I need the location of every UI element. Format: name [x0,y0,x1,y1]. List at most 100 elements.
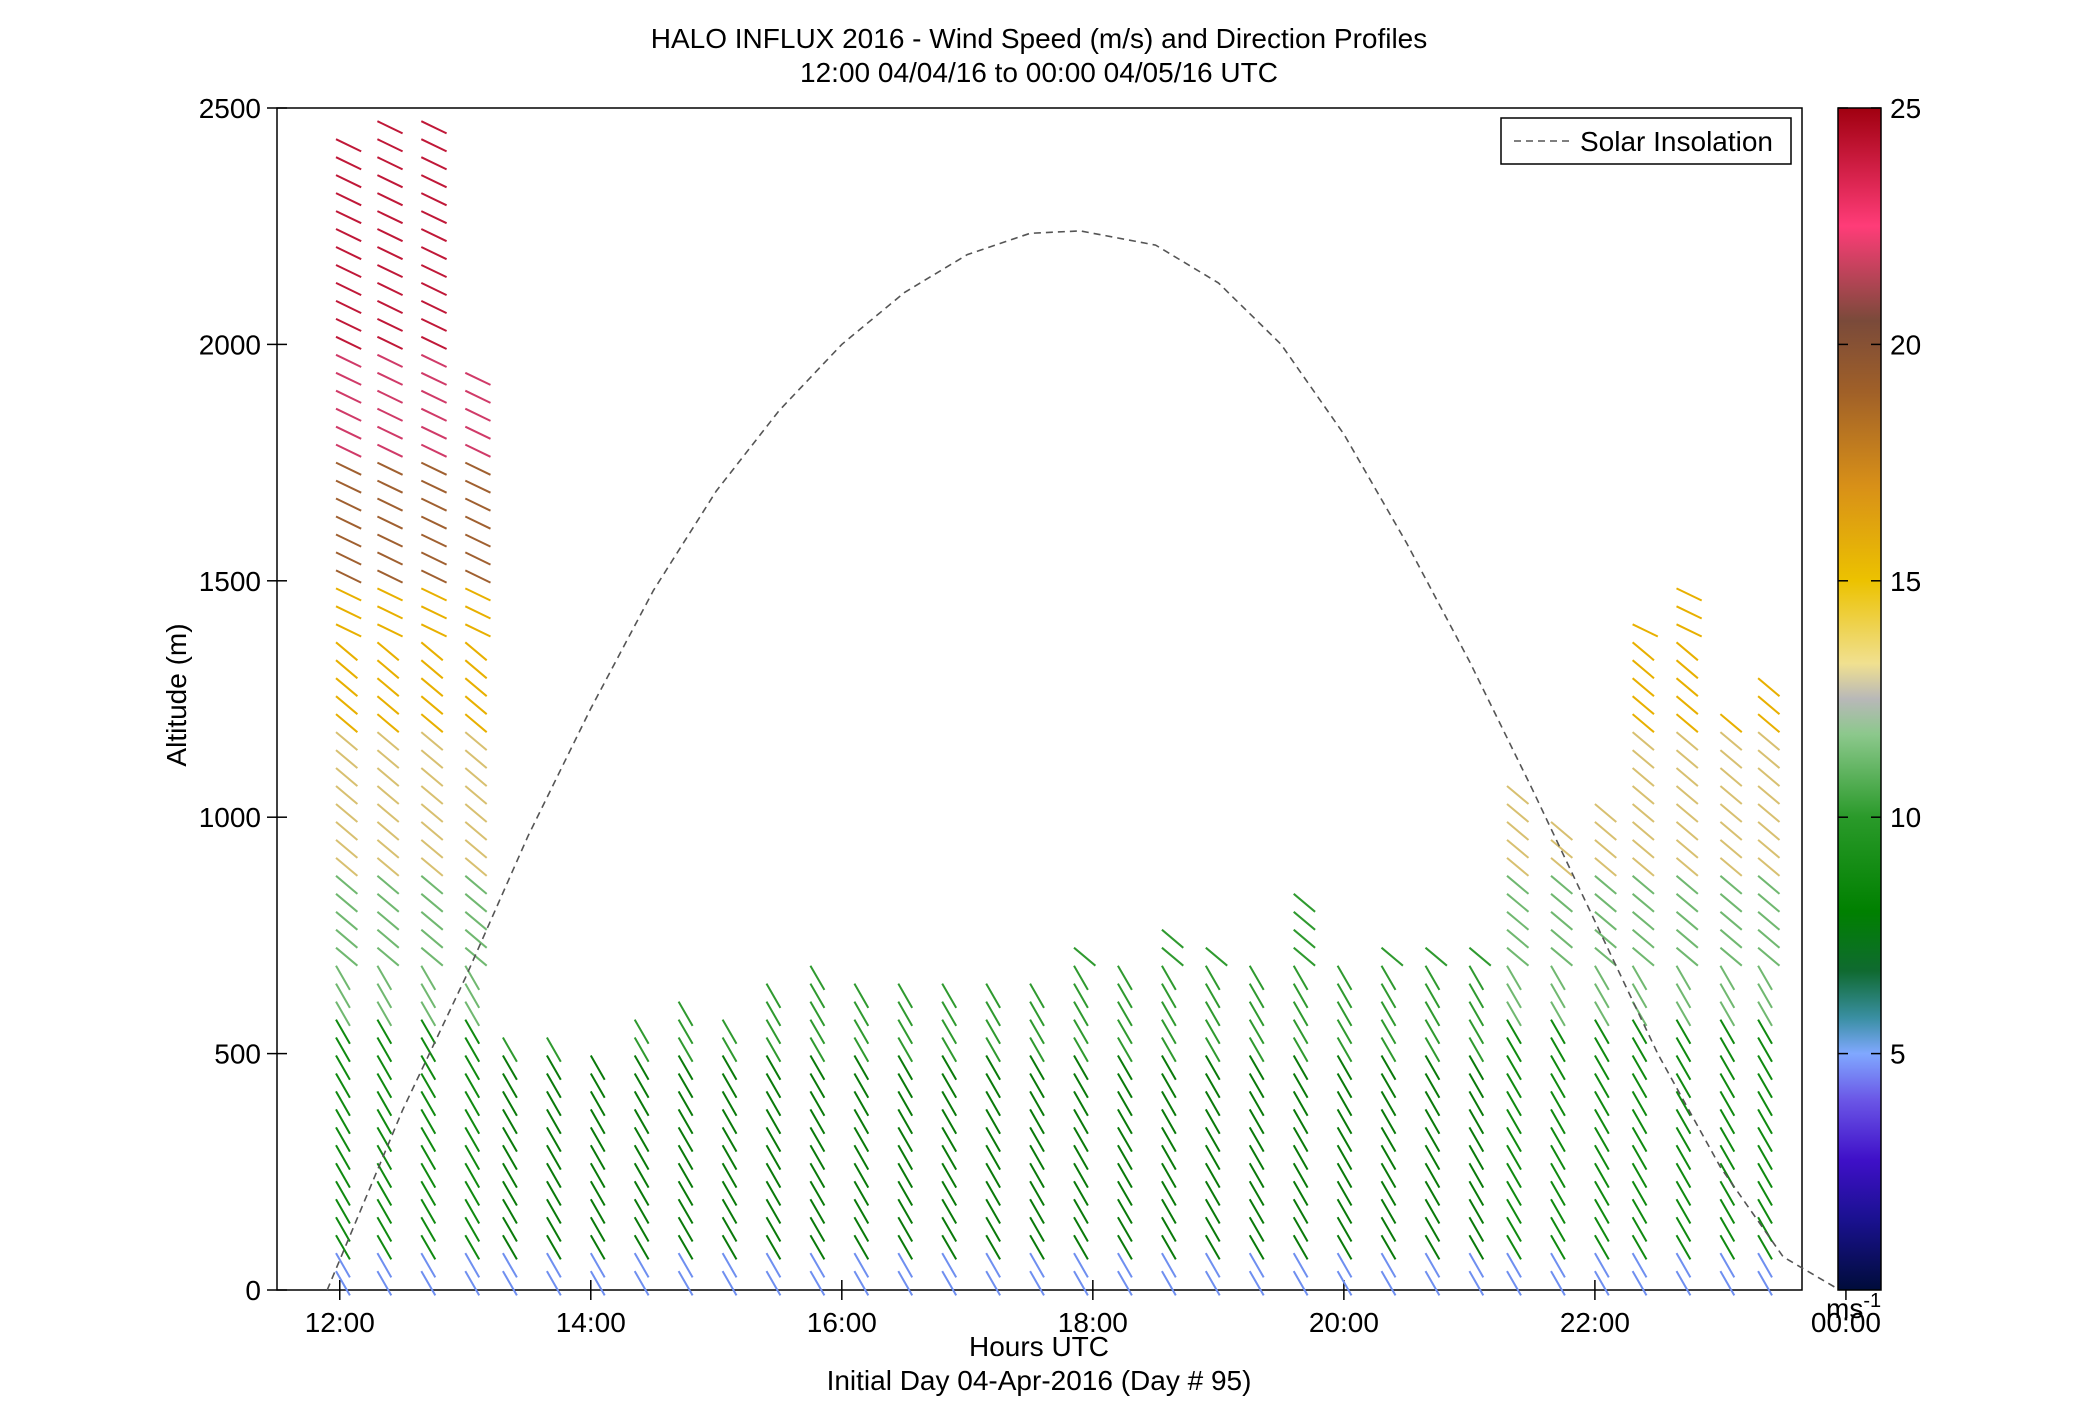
wind-barb [985,1019,1001,1045]
wind-barb [1380,1019,1397,1045]
wind-barb [1675,928,1699,949]
wind-barb [1029,1234,1045,1260]
wind-barb [376,803,400,823]
wind-barb [1336,1073,1353,1099]
wind-barb [1719,1001,1736,1027]
wind-barb [1117,1037,1133,1063]
wind-barb [1594,875,1617,895]
wind-barb [721,1073,738,1099]
wind-barb [1424,965,1441,991]
wind-barb [1757,1108,1773,1135]
wind-barb [546,1090,562,1117]
wind-barb [1336,1019,1353,1045]
wind-barb [1380,965,1397,991]
wind-barb [1506,839,1530,859]
wind-barb [1073,1073,1089,1099]
wind-barb [721,1198,738,1224]
x-tick-label: 00:00 [1811,1307,1881,1338]
wind-barb [1204,1108,1221,1135]
wind-barb [1594,1198,1610,1224]
wind-barb [985,1055,1001,1081]
wind-barb [765,1055,782,1081]
x-axis-sublabel: Initial Day 04-Apr-2016 (Day # 95) [827,1365,1252,1396]
wind-barb [420,228,448,243]
wind-barb [1594,1037,1610,1063]
colorbar-unit-base: ms [1826,1293,1863,1324]
wind-barb [335,677,359,697]
wind-barb [1161,1037,1177,1063]
wind-barb [1073,1055,1089,1081]
wind-barb [1719,946,1743,967]
wind-barb [1424,983,1441,1009]
wind-barb [420,353,448,368]
wind-barb [420,1090,437,1117]
wind-barb [464,1037,481,1063]
wind-barb [420,1144,437,1171]
wind-barb [335,1001,351,1027]
wind-barb [335,713,359,733]
wind-barb [1117,1162,1133,1189]
wind-barb [1719,1252,1736,1278]
wind-barb [464,1234,481,1260]
wind-barb [1675,749,1699,769]
wind-barb [464,1270,481,1296]
wind-barb [1161,983,1177,1009]
wind-barb [1117,965,1133,991]
wind-barb [1550,1216,1566,1242]
wind-barb [1248,1126,1265,1153]
wind-barb [335,299,362,315]
wind-barb [1424,1090,1441,1117]
wind-barb [1550,1162,1566,1189]
wind-barb [1631,1216,1648,1242]
wind-barbs [335,120,1781,1296]
wind-barb [335,803,359,823]
wind-barb [376,156,404,171]
wind-barb [765,1126,782,1153]
wind-barb [897,1252,914,1278]
wind-barb [941,1252,958,1278]
chart-subtitle: 12:00 04/04/16 to 00:00 04/05/16 UTC [800,57,1278,88]
wind-barb [335,1216,351,1242]
wind-barb [464,515,491,530]
wind-barb [1380,1108,1397,1135]
wind-barb [1631,928,1655,949]
wind-barb [1468,946,1492,967]
wind-barb [765,1001,782,1027]
wind-barb [1631,965,1648,991]
wind-barb [1675,893,1699,913]
wind-barb [1631,1073,1648,1099]
wind-barb [335,1090,351,1117]
wind-barb [376,659,400,680]
wind-barb [420,839,444,859]
wind-barb [1073,1019,1089,1045]
wind-barb [589,1234,606,1260]
wind-barb [897,1162,914,1189]
wind-barb [1029,1216,1045,1242]
wind-barb [941,1198,958,1224]
x-tick-label: 14:00 [556,1307,626,1338]
wind-barb [1550,1055,1566,1081]
wind-barb [464,587,491,602]
wind-barb [633,1090,650,1117]
wind-barb [335,443,362,458]
wind-barb [335,174,362,189]
wind-barb [765,1144,782,1171]
wind-barb [677,1270,694,1296]
wind-barb [1506,1037,1522,1063]
wind-barb [376,928,400,949]
wind-barb [677,1072,694,1099]
wind-barb [335,479,362,494]
wind-barb [1550,911,1574,931]
wind-barb [1757,1037,1773,1063]
wind-barb [721,1037,738,1063]
wind-barb [502,1216,518,1242]
wind-barb [1468,1144,1485,1171]
wind-barb [1292,1180,1309,1206]
wind-barb [502,1108,518,1135]
wind-barb [1336,1126,1353,1153]
wind-barb [464,821,488,841]
wind-barb [335,893,359,913]
wind-barb [376,1001,393,1027]
wind-barb [335,587,362,602]
wind-barb [376,875,400,895]
